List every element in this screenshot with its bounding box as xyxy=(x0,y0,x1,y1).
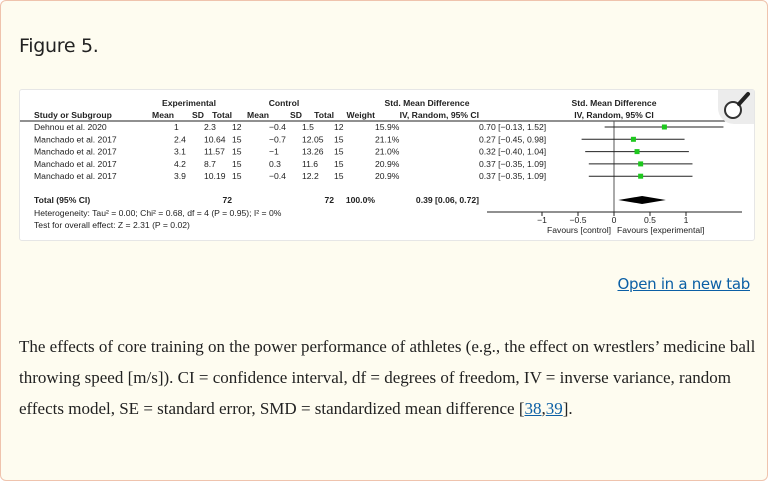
study-e-total: 15 xyxy=(232,147,242,157)
study-name: Manchado et al. 2017 xyxy=(34,134,117,144)
study-c-mean: −0.4 xyxy=(269,171,286,181)
overall-effect-text: Test for overall effect: Z = 2.31 (P = 0… xyxy=(34,220,190,230)
x-tick-label: 0 xyxy=(612,215,617,225)
study-c-sd: 12.05 xyxy=(302,134,324,144)
study-ci-text: 0.37 [−0.35, 1.09] xyxy=(479,171,546,181)
study-c-sd: 13.26 xyxy=(302,147,324,157)
study-ci-text: 0.37 [−0.35, 1.09] xyxy=(479,159,546,169)
study-e-mean: 1 xyxy=(174,122,179,132)
header-c-mean: Mean xyxy=(247,110,269,120)
study-weight: 15.9% xyxy=(375,122,400,132)
header-c-total: Total xyxy=(314,110,334,120)
study-e-total: 15 xyxy=(232,171,242,181)
study-c-mean: 0.3 xyxy=(269,159,281,169)
reference-link-38[interactable]: 38 xyxy=(524,399,542,418)
caption-sep: , xyxy=(541,399,546,418)
study-c-mean: −1 xyxy=(269,147,279,157)
header-e-mean: Mean xyxy=(152,110,174,120)
point-estimate xyxy=(661,124,667,130)
study-name: Manchado et al. 2017 xyxy=(34,171,117,181)
study-e-mean: 3.1 xyxy=(174,147,186,157)
study-c-total: 15 xyxy=(334,147,344,157)
header-study: Study or Subgroup xyxy=(34,110,112,120)
study-c-total: 15 xyxy=(334,134,344,144)
study-name: Dehnou et al. 2020 xyxy=(34,122,107,132)
study-name: Manchado et al. 2017 xyxy=(34,147,117,157)
study-weight: 20.9% xyxy=(375,171,400,181)
plot-header-line1: Std. Mean Difference xyxy=(571,98,656,108)
x-tick-label: −1 xyxy=(537,215,547,225)
total-weight: 100.0% xyxy=(346,195,376,205)
total-ci: 0.39 [0.06, 0.72] xyxy=(416,195,479,205)
study-ci-text: 0.27 [−0.45, 0.98] xyxy=(479,134,546,144)
point-estimate xyxy=(634,149,640,155)
study-c-total: 12 xyxy=(334,122,344,132)
study-e-mean: 3.9 xyxy=(174,171,186,181)
magnifier-icon xyxy=(724,92,750,119)
point-estimate xyxy=(630,136,636,142)
header-ci-text: IV, Random, 95% CI xyxy=(400,110,479,120)
study-ci-text: 0.70 [−0.13, 1.52] xyxy=(479,122,546,132)
x-tick-label: −0.5 xyxy=(570,215,587,225)
point-estimate xyxy=(638,161,644,167)
study-weight: 21.1% xyxy=(375,134,400,144)
study-c-sd: 11.6 xyxy=(302,159,318,169)
caption-end: ]. xyxy=(562,399,573,418)
open-in-new-tab-link[interactable]: Open in a new tab xyxy=(617,275,750,293)
study-c-mean: −0.4 xyxy=(269,122,286,132)
heterogeneity-text: Heterogeneity: Tau² = 0.00; Chi² = 0.68,… xyxy=(34,208,282,218)
study-e-mean: 2.4 xyxy=(174,134,186,144)
total-label: Total (95% CI) xyxy=(34,195,90,205)
plot-header-line2: IV, Random, 95% CI xyxy=(574,110,653,120)
study-e-sd: 8.7 xyxy=(204,159,216,169)
total-c-total: 72 xyxy=(324,195,334,205)
forest-plot-figure[interactable]: Experimental Control Std. Mean Difference S… xyxy=(19,89,755,241)
header-e-sd: SD xyxy=(192,110,204,120)
study-c-sd: 12.2 xyxy=(302,171,319,181)
zoom-button[interactable] xyxy=(718,90,754,124)
study-weight: 20.9% xyxy=(375,159,400,169)
header-experimental: Experimental xyxy=(162,98,216,108)
x-tick-label: 1 xyxy=(684,215,689,225)
study-e-total: 15 xyxy=(232,134,242,144)
forest-plot: Experimental Control Std. Mean Difference S… xyxy=(20,98,750,235)
caption-text: The effects of core training on the powe… xyxy=(19,337,756,418)
figure-title: Figure 5. xyxy=(19,35,99,57)
header-c-sd: SD xyxy=(290,110,302,120)
figure-caption: The effects of core training on the powe… xyxy=(19,331,759,424)
reference-link-39[interactable]: 39 xyxy=(545,399,563,418)
study-e-mean: 4.2 xyxy=(174,159,186,169)
study-c-mean: −0.7 xyxy=(269,134,286,144)
favours-control-label: Favours [control] xyxy=(547,225,611,235)
study-e-sd: 2.3 xyxy=(204,122,216,132)
study-c-total: 15 xyxy=(334,171,344,181)
study-c-total: 15 xyxy=(334,159,344,169)
header-control: Control xyxy=(269,98,300,108)
study-c-sd: 1.5 xyxy=(302,122,314,132)
favours-experimental-label: Favours [experimental] xyxy=(617,225,704,235)
study-e-sd: 10.19 xyxy=(204,171,226,181)
x-tick-label: 0.5 xyxy=(644,215,656,225)
header-e-total: Total xyxy=(212,110,232,120)
study-e-total: 15 xyxy=(232,159,242,169)
study-ci-text: 0.32 [−0.40, 1.04] xyxy=(479,147,546,157)
study-e-sd: 11.57 xyxy=(204,147,225,157)
study-name: Manchado et al. 2017 xyxy=(34,159,117,169)
study-e-total: 12 xyxy=(232,122,242,132)
header-effect: Std. Mean Difference xyxy=(384,98,469,108)
study-weight: 21.0% xyxy=(375,147,400,157)
pooled-diamond xyxy=(618,196,666,204)
total-e-total: 72 xyxy=(222,195,232,205)
study-e-sd: 10.64 xyxy=(204,134,226,144)
point-estimate xyxy=(638,173,644,179)
header-weight: Weight xyxy=(347,110,376,120)
